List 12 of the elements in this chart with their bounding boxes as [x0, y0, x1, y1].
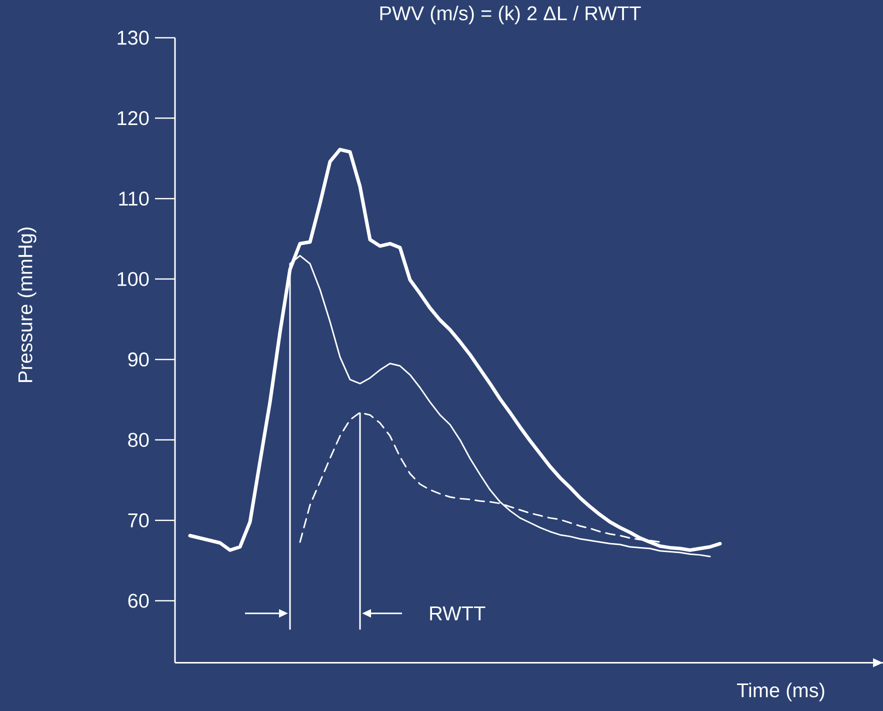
y-tick-label: 90: [128, 352, 149, 367]
chart-title: PWV (m/s) = (k) 2 ΔL / RWTT: [380, 6, 641, 24]
annotation: RWTT: [430, 606, 486, 620]
x-axis-title: Time (ms): [737, 682, 824, 702]
y-tick-label: 130: [118, 30, 149, 45]
y-tick-label: 110: [119, 192, 149, 206]
y-tick-label: 60: [128, 594, 149, 608]
y-axis-title: Pressure (mmHg): [18, 228, 36, 382]
y-tick-label: 80: [128, 432, 149, 447]
y-tick-label: 100: [118, 272, 149, 286]
y-tick-label: 70: [128, 513, 149, 528]
y-tick-label: 120: [118, 111, 149, 126]
